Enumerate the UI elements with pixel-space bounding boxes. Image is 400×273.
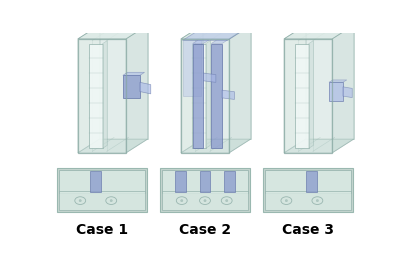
Polygon shape	[284, 25, 306, 153]
Polygon shape	[329, 80, 347, 82]
Ellipse shape	[316, 200, 318, 202]
Text: Case 3: Case 3	[282, 223, 334, 237]
Polygon shape	[204, 73, 216, 82]
Polygon shape	[126, 25, 148, 153]
Polygon shape	[329, 82, 343, 101]
Polygon shape	[78, 25, 148, 39]
Polygon shape	[309, 41, 313, 148]
Polygon shape	[181, 39, 229, 153]
Polygon shape	[103, 41, 107, 148]
Polygon shape	[100, 25, 148, 139]
Polygon shape	[284, 39, 332, 153]
Ellipse shape	[204, 200, 206, 202]
Ellipse shape	[79, 200, 81, 202]
Text: Case 2: Case 2	[179, 223, 231, 237]
Polygon shape	[343, 87, 352, 98]
Bar	[160, 168, 250, 212]
Ellipse shape	[180, 200, 183, 202]
Bar	[200, 171, 210, 191]
Bar	[89, 43, 103, 148]
Bar	[224, 171, 235, 191]
Polygon shape	[78, 25, 100, 153]
Polygon shape	[203, 25, 251, 139]
Polygon shape	[222, 90, 234, 99]
Bar	[59, 170, 144, 193]
Polygon shape	[140, 82, 151, 94]
Bar	[192, 43, 206, 148]
Polygon shape	[284, 139, 354, 153]
Polygon shape	[284, 25, 354, 39]
Polygon shape	[211, 43, 222, 148]
Bar	[263, 168, 353, 212]
Polygon shape	[78, 139, 148, 153]
Polygon shape	[123, 75, 140, 99]
Bar	[162, 191, 248, 210]
Polygon shape	[181, 25, 203, 153]
Polygon shape	[332, 25, 354, 153]
Polygon shape	[182, 29, 245, 40]
Bar	[209, 26, 215, 29]
Ellipse shape	[226, 200, 228, 202]
Bar	[106, 26, 112, 29]
Polygon shape	[206, 41, 210, 148]
Text: Case 1: Case 1	[76, 223, 128, 237]
Polygon shape	[181, 25, 251, 39]
Polygon shape	[193, 43, 204, 148]
Bar	[57, 168, 147, 212]
Polygon shape	[306, 25, 354, 139]
Bar	[162, 170, 248, 193]
Bar	[266, 191, 351, 210]
Polygon shape	[78, 39, 126, 153]
Bar	[306, 171, 317, 191]
Bar	[295, 43, 309, 148]
Ellipse shape	[110, 200, 112, 202]
Polygon shape	[181, 139, 251, 153]
Polygon shape	[182, 40, 201, 96]
Polygon shape	[193, 40, 209, 43]
Polygon shape	[229, 25, 251, 153]
Bar	[90, 171, 101, 191]
Polygon shape	[211, 40, 228, 43]
Bar	[59, 191, 144, 210]
Bar	[312, 26, 318, 29]
Polygon shape	[123, 72, 144, 75]
Bar	[175, 171, 186, 191]
Bar	[266, 170, 351, 193]
Ellipse shape	[285, 200, 288, 202]
